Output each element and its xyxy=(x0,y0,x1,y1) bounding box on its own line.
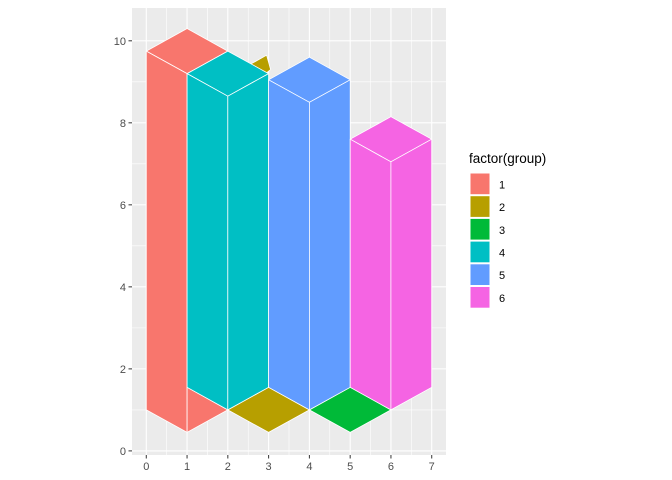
legend-label-5: 5 xyxy=(499,270,505,282)
legend-key-2 xyxy=(469,195,491,218)
bar-face-group-5 xyxy=(308,79,351,411)
x-axis: 0 1 2 3 4 5 6 7 xyxy=(143,455,435,473)
x-tick-label: 1 xyxy=(184,461,190,473)
x-tick-label: 2 xyxy=(225,461,231,473)
bar-faces xyxy=(145,28,433,433)
legend-title: factor(group) xyxy=(469,151,546,166)
x-tick-label: 0 xyxy=(143,461,149,473)
legend-label-2: 2 xyxy=(499,202,505,214)
x-tick-label: 6 xyxy=(388,461,394,473)
y-tick-label: 10 xyxy=(114,36,126,48)
bar-face-group-5 xyxy=(268,79,310,411)
x-tick-label: 4 xyxy=(306,461,312,473)
legend-key-1 xyxy=(469,172,491,196)
legend-key-5 xyxy=(469,263,491,286)
legend: factor(group) 1 2 3 4 5 6 xyxy=(469,151,546,309)
bar-face-group-6 xyxy=(390,138,433,411)
y-tick-label: 6 xyxy=(120,200,126,212)
x-tick-label: 7 xyxy=(429,461,435,473)
bar-face-group-1 xyxy=(145,50,188,433)
bar-face-group-6 xyxy=(349,138,392,411)
x-tick-label: 5 xyxy=(347,461,353,473)
legend-label-3: 3 xyxy=(499,225,505,237)
y-tick-label: 2 xyxy=(120,364,126,376)
legend-label-1: 1 xyxy=(499,179,505,191)
legend-key-4 xyxy=(469,240,491,264)
legend-key-6 xyxy=(469,286,491,309)
y-tick-label: 8 xyxy=(120,118,126,130)
legend-label-4: 4 xyxy=(499,247,505,259)
bar-face-group-4 xyxy=(186,73,229,411)
y-tick-label: 4 xyxy=(120,282,126,294)
y-axis: 0 2 4 6 8 10 xyxy=(114,36,132,458)
legend-label-6: 6 xyxy=(499,293,505,305)
legend-key-3 xyxy=(469,217,491,241)
bar-face-group-4 xyxy=(227,73,270,411)
y-tick-label: 0 xyxy=(120,446,126,458)
x-tick-label: 3 xyxy=(266,461,272,473)
